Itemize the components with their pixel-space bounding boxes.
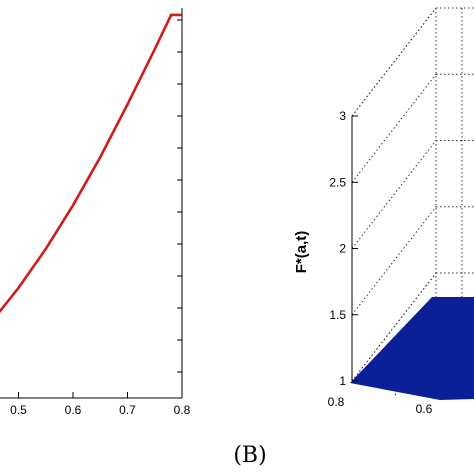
panel-b-label: (B) bbox=[233, 443, 266, 468]
panel-b-a-ticks: 0.8 0.6 bbox=[328, 395, 433, 416]
panel-a-right-ticks bbox=[177, 19, 182, 373]
panel-b-z-ticks: 1 1.5 2 2.5 3 bbox=[329, 109, 358, 388]
panel-b-z-axis-label: F*(a,t) bbox=[293, 231, 310, 274]
panel-b-gridline bbox=[351, 206, 437, 316]
panel-a-x-ticks: 0.5 0.6 0.7 0.8 bbox=[10, 392, 191, 417]
panel-a-x-tick-label: 0.7 bbox=[119, 403, 136, 417]
panel-b-gridline bbox=[351, 73, 437, 183]
panel-b-surface bbox=[350, 297, 474, 400]
panel-b-z-tick-label: 2 bbox=[339, 242, 346, 256]
panel-b-z-tick-label: 1.5 bbox=[329, 308, 346, 322]
panel-b-gridline bbox=[351, 7, 437, 117]
panel-a-red-curve bbox=[0, 13, 182, 314]
panel-b-gridline bbox=[351, 140, 437, 249]
panel-a-x-tick-label: 0.5 bbox=[10, 403, 27, 417]
panel-b-z-tick-label: 1 bbox=[339, 374, 346, 388]
panel-b-z-tick-label: 2.5 bbox=[329, 175, 346, 189]
panel-a-x-tick-label: 0.6 bbox=[65, 403, 82, 417]
panel-b-a-tick-label: 0.6 bbox=[416, 402, 433, 416]
panel-b-z-tick-label: 3 bbox=[339, 109, 346, 123]
panel-b-a-tick-label: 0.8 bbox=[328, 395, 345, 409]
panel-a-line-chart: 0.5 0.6 0.7 0.8 bbox=[0, 8, 191, 417]
panel-a-x-tick-label: 0.8 bbox=[174, 403, 191, 417]
panel-b-gridline bbox=[351, 272, 437, 382]
panel-b-surface-chart: 1 1.5 2 2.5 3 0.8 0.6 F*(a,t) bbox=[293, 7, 474, 416]
